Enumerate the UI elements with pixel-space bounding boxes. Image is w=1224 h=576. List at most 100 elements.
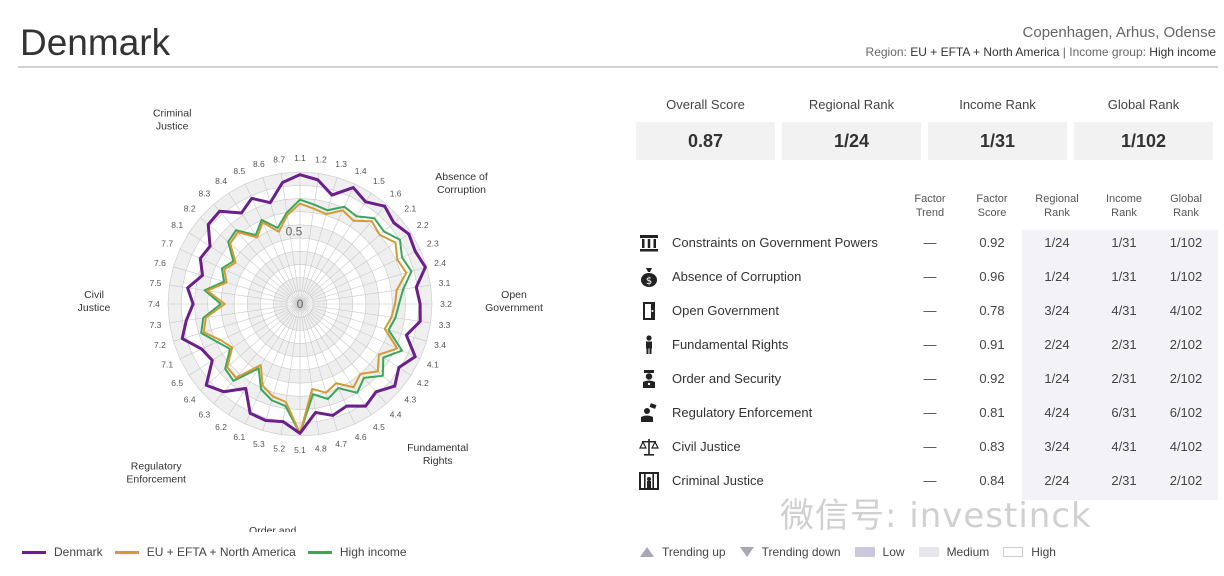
axis-tick-label: 4.4	[390, 409, 402, 419]
factor-trend: —	[923, 371, 937, 386]
factor-label: Criminal	[153, 107, 192, 119]
global-rank: 2/102	[1169, 337, 1203, 352]
summary-income-rank: Income Rank 1/31	[926, 92, 1069, 162]
income-rank: 4/31	[1111, 439, 1137, 454]
ring-label: 0	[297, 297, 304, 311]
grid-spoke	[200, 303, 301, 391]
factor-name: Civil Justice	[672, 439, 741, 454]
table-row[interactable]: Civil Justice — 0.83 3/24 4/31 4/102	[634, 430, 1218, 464]
axis-tick-label: 2.3	[427, 238, 439, 248]
factor-name: Constraints on Government Powers	[672, 235, 878, 250]
factor-label: Enforcement	[126, 474, 186, 486]
series-line-denmark	[180, 173, 427, 435]
grid-spoke	[200, 217, 301, 305]
triangle-up-icon	[640, 547, 654, 557]
legend-item-income[interactable]: High income	[307, 545, 407, 559]
legend-trending-down: Trending down	[739, 545, 841, 559]
jail-icon	[638, 470, 660, 492]
summary-label: Overall Score	[666, 97, 745, 112]
factor-label: Corruption	[437, 184, 486, 196]
factor-trend: —	[923, 473, 937, 488]
region-income-line: Region: EU + EFTA + North America | Inco…	[866, 45, 1216, 59]
table-row[interactable]: Criminal Justice — 0.84 2/24 2/31 2/102	[634, 464, 1218, 498]
table-row[interactable]: Fundamental Rights — 0.91 2/24 2/31 2/10…	[634, 328, 1218, 362]
axis-tick-label: 2.2	[417, 220, 429, 230]
factor-trend: —	[923, 269, 937, 284]
grid-spoke	[299, 232, 412, 305]
summary-overall-score: Overall Score 0.87	[634, 92, 777, 162]
legend-label: Trending up	[662, 545, 726, 559]
axis-tick-label: 7.7	[161, 238, 173, 248]
header-line: Global	[1170, 193, 1202, 205]
income-rank: 4/31	[1111, 303, 1137, 318]
global-rank: 6/102	[1169, 405, 1203, 420]
factor-label: Fundamental	[407, 442, 468, 454]
header-line: Factor	[914, 193, 946, 205]
grid-spoke	[299, 303, 412, 376]
axis-tick-label: 8.2	[184, 203, 196, 213]
factor-name: Criminal Justice	[672, 473, 764, 488]
header-regional-rank: Regional Rank	[1030, 192, 1084, 220]
axis-tick-label: 6.3	[198, 409, 210, 419]
grid-spoke	[188, 232, 301, 305]
factor-label: Open	[501, 289, 527, 301]
table-row[interactable]: $ Absence of Corruption — 0.96 1/24 1/31…	[634, 260, 1218, 294]
axis-tick-label: 6.2	[215, 422, 227, 432]
factor-score: 0.91	[979, 337, 1005, 352]
global-rank: 4/102	[1169, 303, 1203, 318]
grid-spoke	[173, 303, 301, 342]
income-rank: 1/31	[1111, 235, 1137, 250]
income-rank: 6/31	[1111, 405, 1137, 420]
grid-spoke	[299, 192, 372, 305]
summary-value: 0.87	[636, 122, 775, 160]
axis-tick-label: 8.4	[215, 176, 227, 186]
factor-label: Government	[485, 302, 543, 314]
factor-score: 0.78	[979, 303, 1005, 318]
income-label: Income group:	[1069, 45, 1146, 59]
grid-spoke	[213, 303, 301, 404]
legend-swatch-income	[307, 550, 332, 554]
legend-label-region: EU + EFTA + North America	[146, 545, 296, 559]
regional-rank: 1/24	[1044, 269, 1070, 284]
income-rank: 2/31	[1111, 371, 1137, 386]
axis-tick-label: 8.6	[253, 159, 265, 169]
factor-score: 0.92	[979, 371, 1005, 386]
axis-tick-label: 4.6	[355, 432, 367, 442]
factor-trend: —	[923, 303, 937, 318]
grid-spoke	[244, 183, 301, 305]
page-header: Denmark Copenhagen, Arhus, Odense Region…	[18, 0, 1218, 68]
chart-legend: Denmark EU + EFTA + North America High i…	[22, 545, 419, 559]
axis-tick-label: 2.4	[434, 258, 446, 268]
grid-spoke	[262, 177, 301, 305]
grid-spoke	[299, 303, 387, 404]
factor-score: 0.92	[979, 235, 1005, 250]
factor-trend: —	[923, 405, 937, 420]
axis-tick-label: 3.2	[440, 299, 452, 309]
separator: |	[1062, 45, 1066, 59]
grid-spoke	[280, 303, 301, 435]
axis-tick-label: 1.4	[355, 166, 367, 176]
axis-tick-label: 8.7	[273, 154, 285, 164]
axis-tick-label: 5.1	[294, 445, 306, 455]
grid-spoke	[299, 303, 338, 431]
factor-name: Open Government	[672, 303, 779, 318]
axis-tick-label: 8.5	[233, 166, 245, 176]
axis-tick-label: 5.2	[273, 444, 285, 454]
legend-high: High	[1003, 545, 1056, 559]
factor-trend: —	[923, 337, 937, 352]
table-row[interactable]: Open Government — 0.78 3/24 4/31 4/102	[634, 294, 1218, 328]
axis-tick-label: 7.6	[154, 258, 166, 268]
regional-rank: 1/24	[1044, 371, 1070, 386]
table-row[interactable]: Constraints on Government Powers — 0.92 …	[634, 226, 1218, 260]
legend-item-region[interactable]: EU + EFTA + North America	[114, 545, 296, 559]
global-rank: 2/102	[1169, 473, 1203, 488]
table-row[interactable]: Order and Security — 0.92 1/24 2/31 2/10…	[634, 362, 1218, 396]
svg-text:$: $	[646, 276, 652, 287]
legend-label-denmark: Denmark	[54, 545, 103, 559]
grid-spoke	[299, 284, 431, 305]
legend-item-denmark[interactable]: Denmark	[22, 545, 103, 559]
grid-spoke	[213, 204, 301, 305]
income-rank: 2/31	[1111, 337, 1137, 352]
radar-svg: 0 0.5 1.1 1.2 1.3 1.4 1.5 1.62.12.2 2.3 2.4 3.1 3.2…	[78, 107, 543, 532]
table-row[interactable]: Regulatory Enforcement — 0.81 4/24 6/31 …	[634, 396, 1218, 430]
